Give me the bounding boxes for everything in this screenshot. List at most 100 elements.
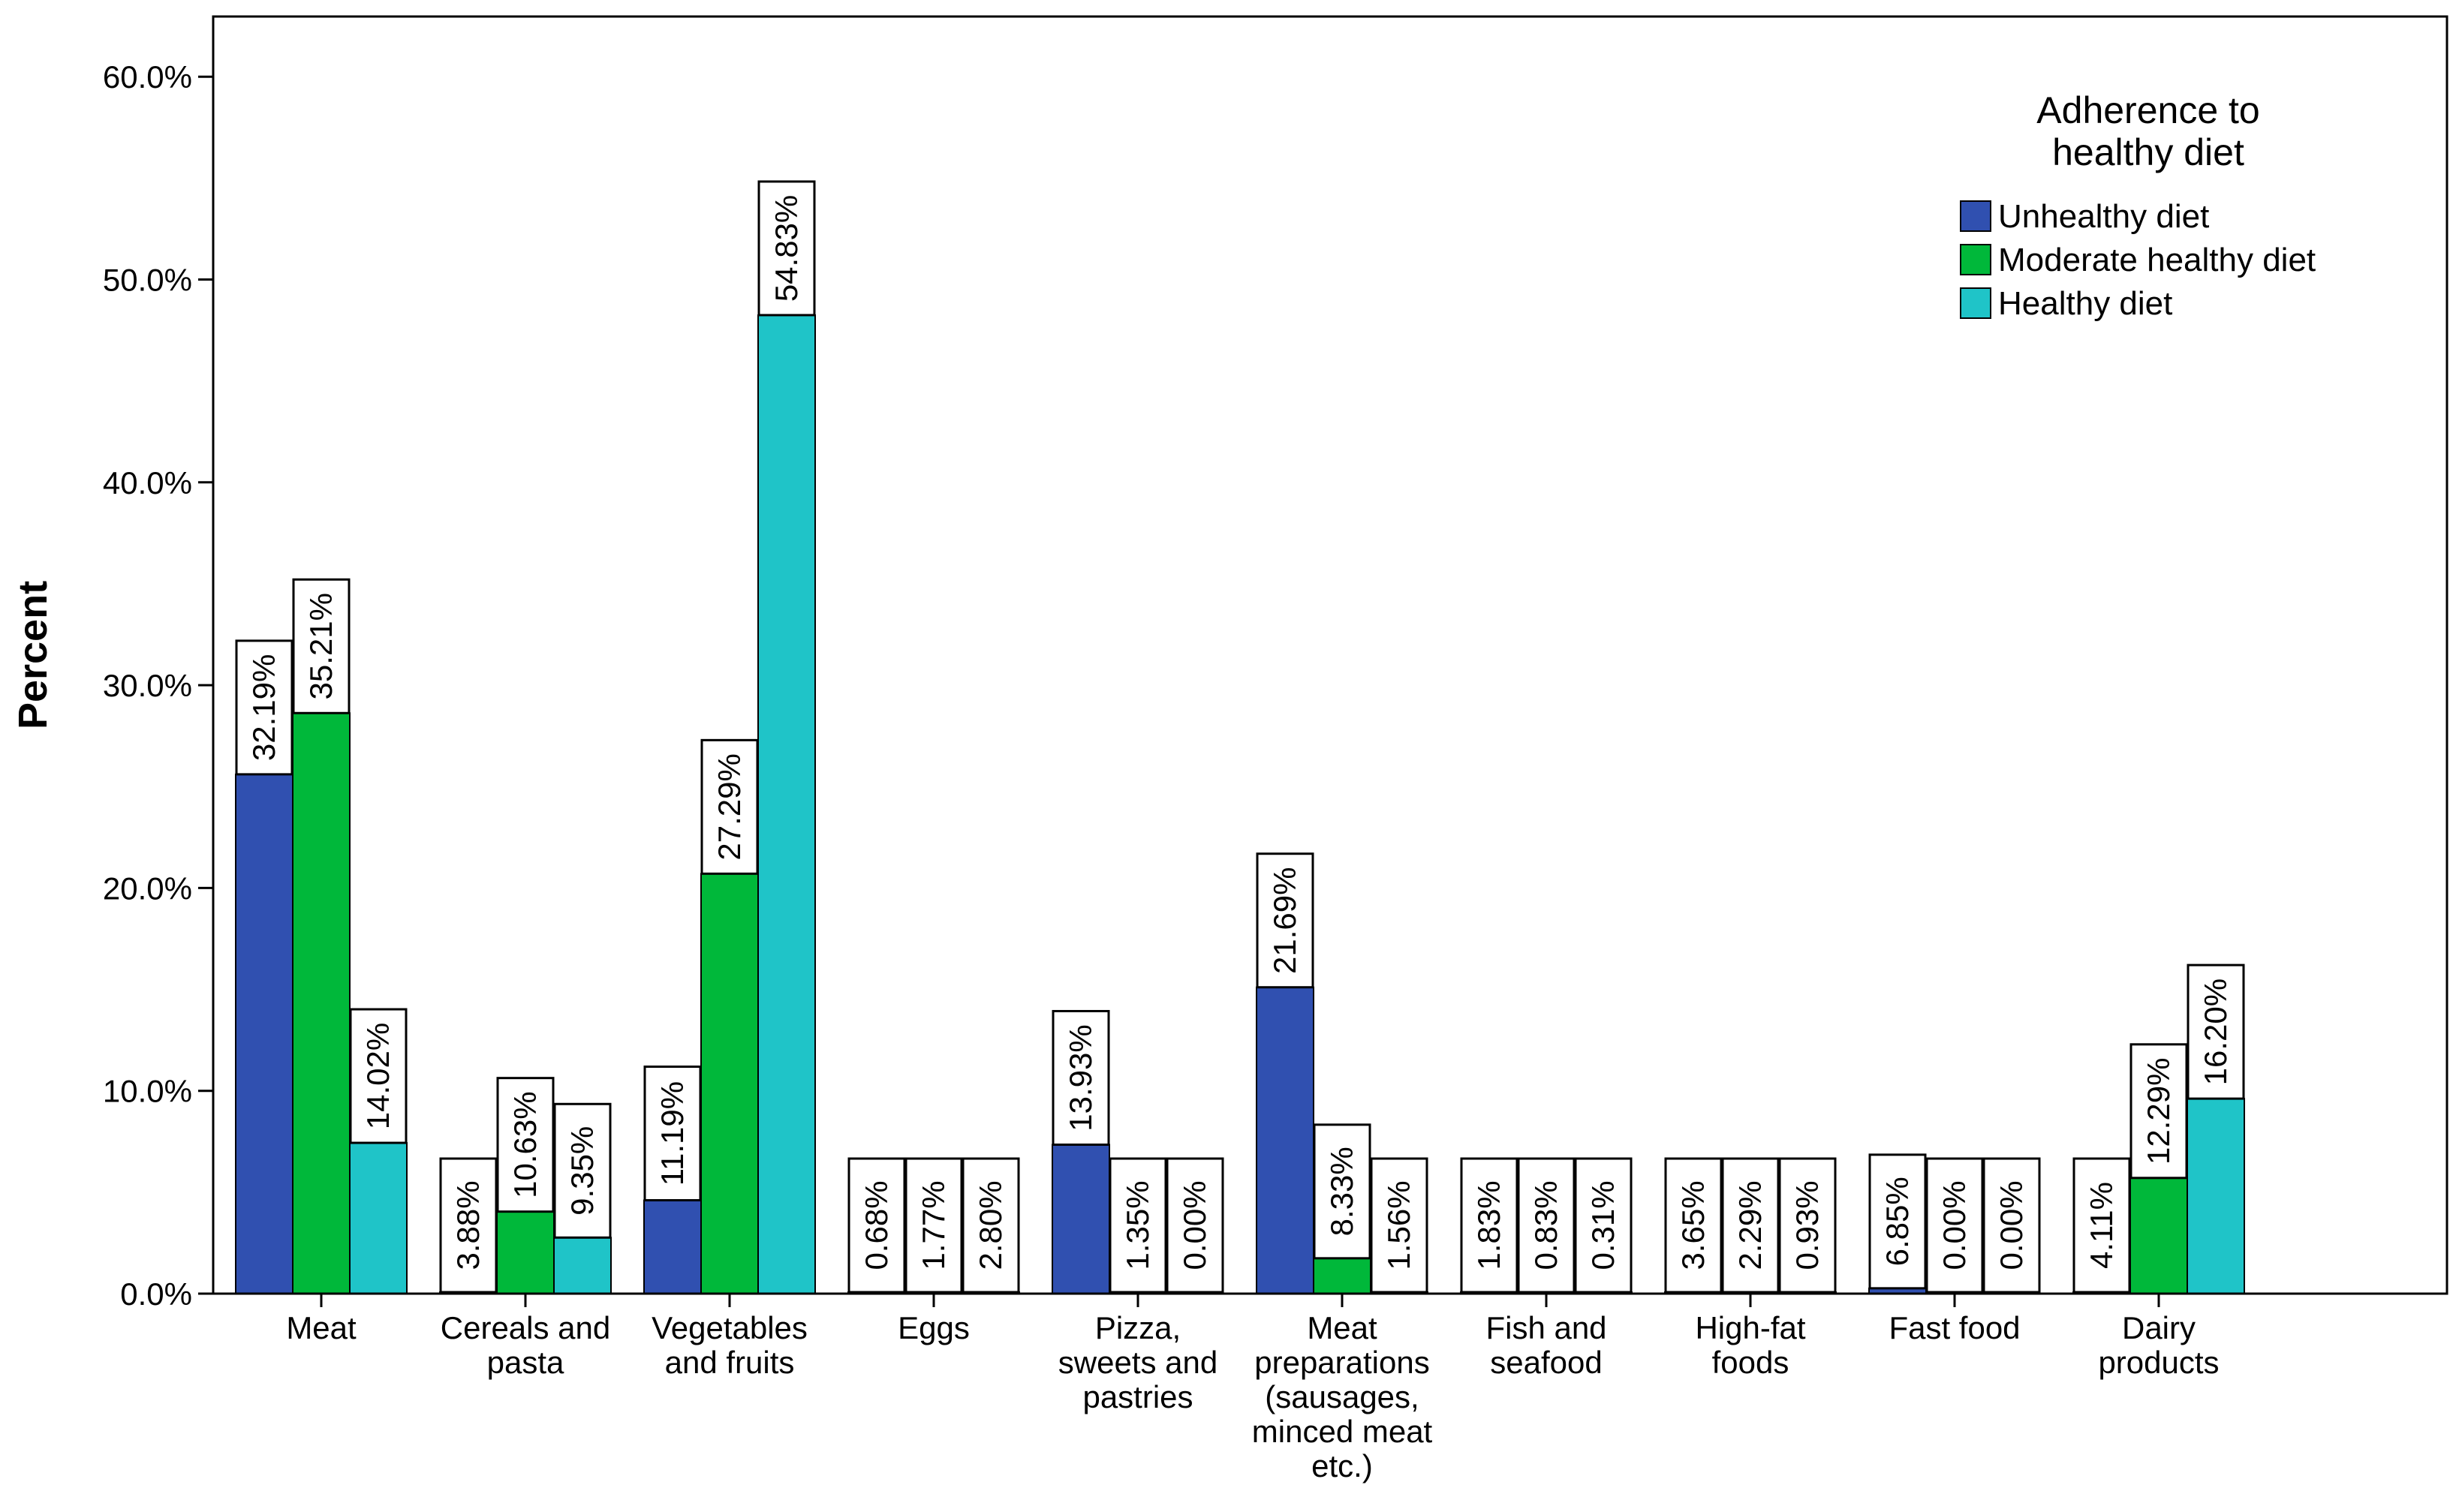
data-label-box [349,1008,408,1144]
legend-title: healthy diet [2052,131,2244,173]
data-label-box [1778,1157,1837,1294]
legend-label: Unhealthy diet [1998,198,2209,235]
data-label: 14.02% [360,1023,396,1129]
data-label-box [553,1102,612,1239]
data-label: 4.11% [2084,1182,2119,1269]
data-label: 13.93% [1063,1024,1098,1131]
legend-label: Healthy diet [1998,285,2172,322]
legend-swatch [1960,244,1991,275]
bar [643,1199,702,1294]
legend-title: Adherence to [2036,89,2259,131]
data-label: 3.65% [1675,1180,1711,1270]
data-label-box [904,1157,963,1294]
bar [349,1142,408,1295]
data-label-box [2187,963,2245,1100]
data-label-box [2072,1157,2131,1294]
data-label: 0.00% [1937,1180,1972,1270]
y-tick-label: 0.0% [120,1276,192,1312]
data-label-box [1052,1009,1110,1146]
x-category-label: Eggs [898,1310,970,1345]
data-label: 2.29% [1732,1180,1768,1270]
data-label: 0.68% [859,1180,894,1270]
data-label: 54.83% [769,195,804,302]
x-category-label: preparations [1254,1345,1429,1380]
data-label: 10.63% [507,1091,543,1198]
data-label-box [1721,1157,1780,1294]
bar [1052,1144,1110,1294]
x-category-label: Cereals and [441,1310,610,1345]
data-label: 6.85% [1880,1177,1915,1266]
data-label: 21.69% [1267,867,1302,973]
y-tick-label: 50.0% [103,263,192,298]
data-label-box [1574,1157,1633,1294]
x-category-label: minced meat [1252,1414,1433,1449]
data-label-box [496,1077,555,1213]
bar [1313,1257,1371,1294]
data-label-box [1460,1157,1518,1294]
x-category-label: foods [1712,1345,1789,1380]
bars: 32.19% 35.21% 14.02% 3.88% 10.63% 9.35% 11.19%… [235,180,2245,1295]
data-label: 1.77% [916,1180,951,1270]
bar [496,1210,555,1295]
legend-swatch [1960,200,1991,232]
y-tick-label: 60.0% [103,59,192,95]
data-label: 16.20% [2198,978,2233,1085]
data-label: 1.83% [1471,1180,1506,1270]
data-label: 8.33% [1324,1147,1359,1236]
y-tick-label: 10.0% [103,1074,192,1109]
data-label: 3.88% [450,1180,486,1270]
x-category-label: and fruits [665,1345,795,1380]
data-label-box [962,1157,1020,1294]
data-label-box [700,738,759,875]
data-label: 1.35% [1120,1180,1155,1270]
x-category-label: Pizza, [1095,1310,1181,1345]
bar [2129,1177,2188,1294]
data-label: 27.29% [712,753,747,860]
data-label-box [1109,1157,1167,1294]
y-tick-label: 40.0% [103,465,192,500]
data-label: 0.93% [1789,1180,1825,1270]
x-category-label: products [2098,1345,2219,1380]
bar [2187,1098,2245,1294]
data-label: 9.35% [564,1126,600,1216]
x-category-label: pasta [487,1345,564,1380]
x-category-label: seafood [1490,1345,1602,1380]
data-label-box [1868,1153,1927,1290]
data-label-box [1517,1157,1576,1294]
data-label-box [1925,1157,1984,1294]
data-label-box [235,639,293,776]
data-label-box [439,1157,498,1294]
data-label-box [292,578,351,714]
data-label-box [1664,1157,1723,1294]
bar [1256,986,1314,1295]
data-label-box [1370,1157,1428,1294]
x-category-label: Fish and [1485,1310,1606,1345]
bar [700,873,759,1294]
data-label: 35.21% [303,593,339,699]
bar [235,773,293,1294]
data-label: 2.80% [973,1180,1008,1270]
legend-label: Moderate healthy diet [1998,242,2316,278]
data-label: 0.31% [1585,1180,1621,1270]
y-axis-title: Percent [11,581,56,729]
data-label-box [847,1157,906,1294]
data-label: 0.00% [1994,1180,2029,1270]
bar [553,1237,612,1295]
x-category-label: (sausages, [1265,1379,1419,1414]
bar [292,712,351,1294]
data-label-box [643,1066,702,1202]
x-category-label: Vegetables [652,1310,808,1345]
bar [757,314,816,1295]
data-label: 12.29% [2141,1058,2176,1165]
data-label-box [757,180,816,317]
data-label-box [1256,852,1314,989]
x-category-label: pastries [1082,1379,1193,1414]
x-category-label: Dairy [2122,1310,2196,1345]
x-category-label: High-fat [1695,1310,1805,1345]
data-label: 32.19% [246,654,281,761]
data-label: 0.00% [1177,1180,1212,1270]
data-label: 1.56% [1381,1180,1416,1270]
x-category-label: sweets and [1058,1345,1217,1380]
